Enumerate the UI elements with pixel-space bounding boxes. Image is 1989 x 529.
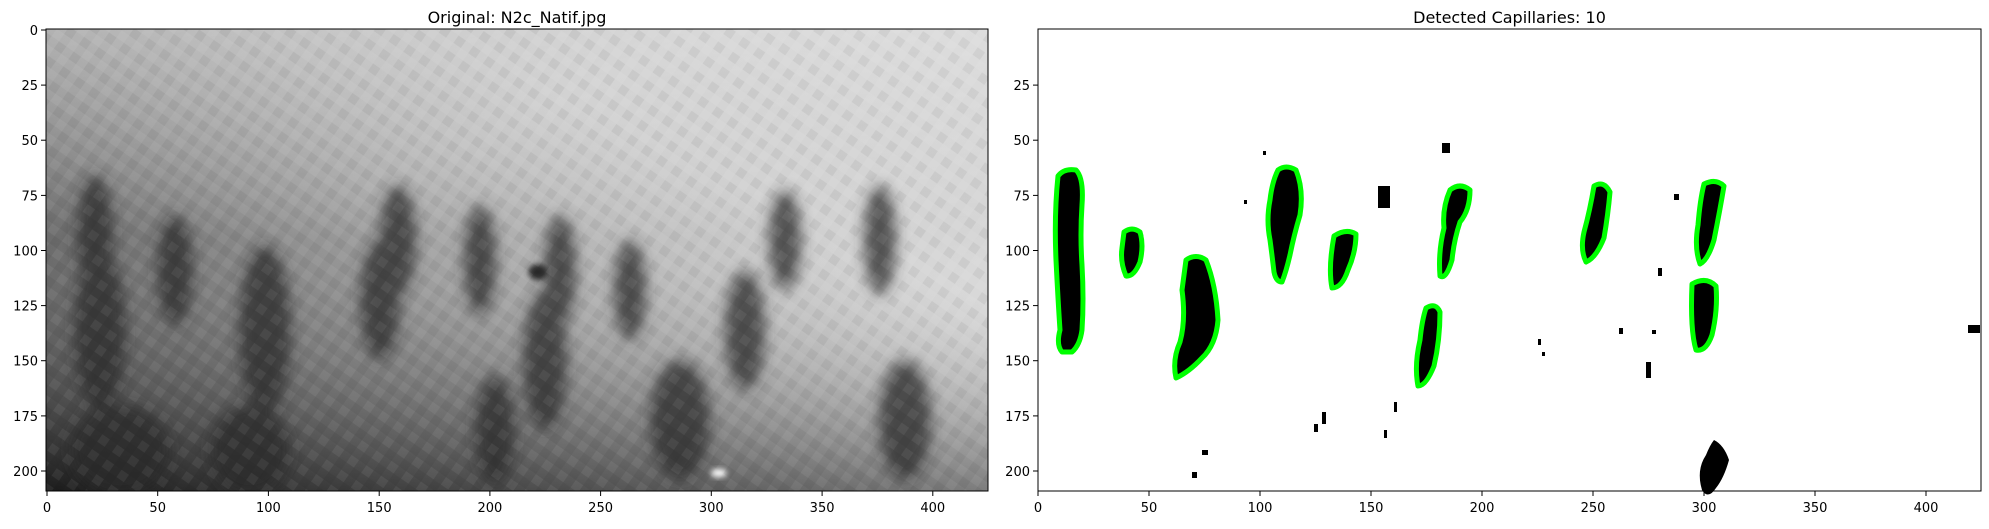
y-tick-label: 75 xyxy=(1013,189,1030,204)
y-tick-label: 175 xyxy=(13,410,38,425)
y-tick-label: 75 xyxy=(21,189,38,204)
detection-plot: 0 50 100 150 200 250 300 350 400 25 50 xyxy=(1005,28,1982,516)
capillary-outline xyxy=(1579,181,1613,265)
detection-y-axis: 25 50 75 100 125 150 175 200 xyxy=(1005,79,1038,480)
y-tick-label: 150 xyxy=(1005,355,1030,370)
x-tick-label: 350 xyxy=(810,501,835,516)
noise-blob xyxy=(1202,450,1208,455)
capillary-outline xyxy=(1172,254,1221,381)
capillary-outline xyxy=(1119,226,1145,279)
noise-blob xyxy=(1646,362,1651,378)
noise-blob xyxy=(1442,143,1450,153)
noise-blob xyxy=(1394,402,1397,412)
noise-blob xyxy=(1968,325,1980,333)
capillary-outline xyxy=(1052,167,1086,355)
noise-blob xyxy=(1538,339,1541,345)
x-tick-label: 100 xyxy=(1248,501,1273,516)
capillary-outline xyxy=(1265,164,1304,285)
x-tick-label: 300 xyxy=(699,501,724,516)
original-image-plot: 0 50 100 150 200 250 300 350 400 0 xyxy=(13,24,989,516)
noise-blobs xyxy=(1192,143,1980,495)
x-tick-label: 200 xyxy=(1470,501,1495,516)
x-tick-label: 150 xyxy=(1359,501,1384,516)
y-tick-label: 175 xyxy=(1005,410,1030,425)
x-tick-label: 300 xyxy=(1692,501,1717,516)
x-tick-label: 400 xyxy=(1914,501,1939,516)
noise-blob xyxy=(1314,424,1318,432)
noise-blob xyxy=(1652,330,1656,334)
noise-blob xyxy=(1322,412,1326,424)
noise-blob xyxy=(1699,440,1729,495)
y-tick-label: 125 xyxy=(13,300,38,315)
detection-panel: Detected Capillaries: 10 xyxy=(994,0,1989,529)
noise-blob xyxy=(1192,472,1197,478)
capillary-outline xyxy=(1689,278,1719,353)
detection-x-axis: 0 50 100 150 200 250 300 350 400 xyxy=(1034,491,1939,516)
x-tick-label: 200 xyxy=(477,501,502,516)
capillary-outline xyxy=(1413,303,1443,389)
y-tick-label: 50 xyxy=(21,134,38,149)
original-image-title: Original: N2c_Natif.jpg xyxy=(427,8,607,27)
y-tick-label: 125 xyxy=(1005,300,1030,315)
y-tick-label: 100 xyxy=(1005,245,1030,260)
y-tick-label: 25 xyxy=(21,79,38,94)
original-image-panel: Original: N2c_Natif.jpg xyxy=(0,0,994,529)
x-tick-label: 0 xyxy=(1034,501,1042,516)
x-tick-label: 350 xyxy=(1803,501,1828,516)
x-tick-label: 100 xyxy=(256,501,281,516)
noise-blob xyxy=(1542,352,1545,356)
y-tick-label: 150 xyxy=(13,355,38,370)
noise-blob xyxy=(1619,328,1623,334)
x-tick-label: 250 xyxy=(588,501,613,516)
original-x-axis: 0 50 100 150 200 250 300 350 400 xyxy=(43,491,945,516)
noise-blob xyxy=(1384,430,1387,438)
x-tick-label: 150 xyxy=(367,501,392,516)
x-tick-label: 50 xyxy=(149,501,166,516)
x-tick-label: 50 xyxy=(1141,501,1158,516)
noise-blob xyxy=(1378,186,1390,208)
y-tick-label: 200 xyxy=(13,465,38,480)
original-y-axis: 0 25 50 75 100 125 150 175 200 xyxy=(13,24,46,480)
x-tick-label: 400 xyxy=(920,501,945,516)
y-tick-label: 100 xyxy=(13,245,38,260)
capillary-outlines xyxy=(1052,164,1727,389)
noise-blob xyxy=(1244,200,1247,204)
noise-blob xyxy=(1263,151,1266,155)
x-tick-label: 250 xyxy=(1581,501,1606,516)
detection-title: Detected Capillaries: 10 xyxy=(1413,8,1606,27)
noise-blob xyxy=(1674,194,1679,200)
capillary-outline xyxy=(1693,178,1727,267)
y-tick-label: 50 xyxy=(1013,134,1030,149)
x-tick-label: 0 xyxy=(43,501,51,516)
y-tick-label: 200 xyxy=(1005,465,1030,480)
y-tick-label: 0 xyxy=(30,24,38,39)
y-tick-label: 25 xyxy=(1013,79,1030,94)
noise-blob xyxy=(1658,268,1662,276)
capillary-outline xyxy=(1437,183,1473,280)
capillary-outline xyxy=(1327,228,1359,291)
